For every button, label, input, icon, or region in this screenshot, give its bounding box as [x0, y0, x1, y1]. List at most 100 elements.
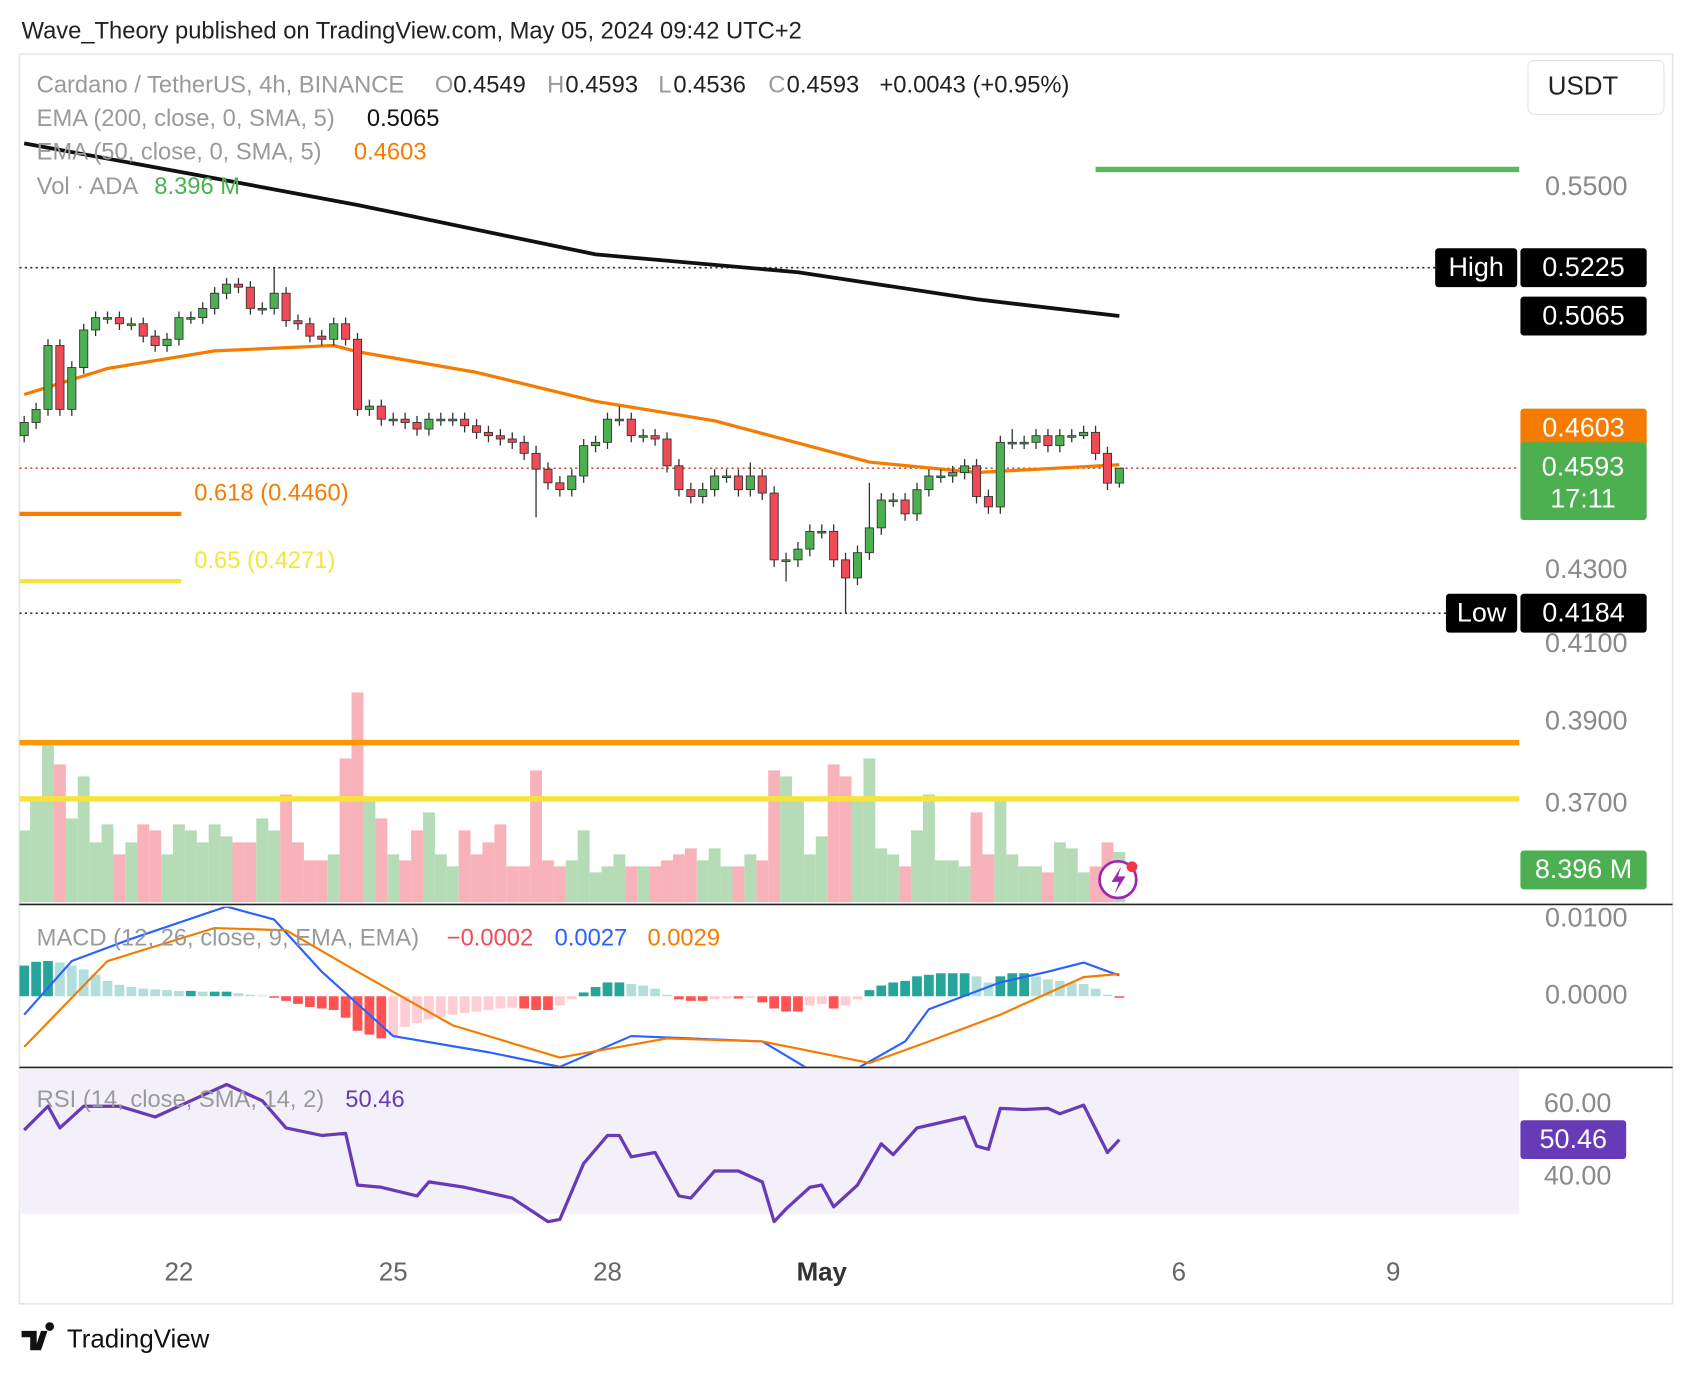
macd-histogram-bar [602, 982, 613, 997]
currency-label[interactable]: USDT [1548, 72, 1619, 100]
volume-bar [1053, 842, 1066, 903]
y-tick-label: 0.3700 [1545, 787, 1627, 817]
candle-body [91, 317, 101, 331]
close-price-box [1520, 442, 1647, 520]
macd-histogram-bar [935, 973, 946, 997]
volume-bar [732, 866, 745, 903]
macd-histogram-bar [400, 996, 410, 1027]
rsi-value-box [1520, 1120, 1627, 1160]
x-tick-label: 9 [1386, 1258, 1400, 1286]
volume-bar [613, 854, 626, 903]
volume-bar [696, 860, 709, 903]
volume-bar [101, 824, 114, 903]
candle-body [507, 438, 517, 443]
volume-bar [565, 860, 578, 903]
ema200-price-text: 0.5065 [1542, 300, 1624, 330]
candle-body [638, 435, 648, 438]
macd-histogram-bar [852, 996, 863, 1000]
volume-bar [1018, 866, 1031, 903]
volume-bar [792, 800, 804, 903]
candle-body [31, 408, 41, 423]
candle-body [352, 338, 363, 410]
ema-line [23, 141, 1120, 318]
macd-histogram-bar [828, 996, 839, 1009]
macd-histogram-bar [816, 996, 827, 1004]
y-tick-label: 0.0100 [1545, 903, 1627, 933]
candle-body [329, 323, 339, 340]
candle-body [841, 559, 851, 579]
volume-price-text: 8.396 M [1535, 854, 1632, 884]
macd-histogram-bar [1102, 994, 1113, 997]
macd-histogram-bar [43, 960, 53, 997]
candle-body [745, 475, 755, 491]
candle-body [1031, 435, 1041, 443]
macd-histogram-bar [138, 988, 149, 997]
ohlc-value: 0.4549 [453, 73, 526, 99]
candle-body [472, 425, 482, 433]
candle-body [1114, 467, 1124, 484]
candle-body [460, 418, 470, 427]
candle-body [174, 317, 184, 340]
candle-body [233, 283, 243, 288]
y-tick-label: 0.4100 [1545, 628, 1627, 658]
volume-bar [899, 866, 912, 903]
volume-bar [1041, 872, 1054, 903]
ema200-price-box [1520, 296, 1647, 336]
candle-body [102, 317, 113, 320]
candle-body [650, 435, 660, 440]
ema-line [23, 343, 1120, 475]
ema50-value: 0.4603 [354, 140, 427, 166]
macd-histogram-bar [971, 976, 982, 997]
macd-histogram-bar [269, 996, 280, 998]
x-tick-label: 6 [1172, 1258, 1186, 1286]
volume-bar [363, 800, 376, 903]
candle-body [781, 559, 791, 562]
volume-bar [542, 860, 554, 903]
candle-body [210, 292, 220, 309]
candle-body [769, 492, 779, 561]
candle-body [948, 472, 958, 477]
volume-bar [446, 866, 459, 903]
volume-bar [1077, 872, 1090, 903]
volume-bar [53, 764, 66, 903]
candle-body [971, 465, 982, 497]
macd-histogram-bar [388, 996, 399, 1037]
volume-bar [494, 824, 507, 903]
candle-body [162, 338, 172, 346]
volume-bar [827, 764, 840, 903]
ohlc-value: 0.4593 [787, 73, 860, 99]
volume-value: 8.396 M [154, 174, 240, 200]
macd-histogram-bar [745, 996, 756, 998]
macd-histogram-bar [590, 987, 601, 997]
candle-body [721, 475, 732, 479]
candle-body [400, 418, 410, 423]
x-tick-label: May [797, 1258, 848, 1286]
macd-histogram-bar [221, 991, 232, 997]
volume-bar [172, 824, 185, 903]
candle-body [852, 552, 863, 579]
candle-body [733, 475, 743, 491]
candle-body [79, 329, 89, 368]
volume-bar [232, 842, 245, 903]
fib-label: 0.618 (0.4460) [194, 481, 348, 507]
volume-bar [280, 794, 293, 903]
change: +0.0043 (+0.95%) [879, 73, 1069, 99]
candle-body [448, 418, 458, 422]
candle-body [114, 317, 124, 325]
volume-price-box [1520, 850, 1647, 890]
volume-bar [970, 812, 983, 903]
volume-bar [399, 860, 412, 903]
currency-button[interactable] [1527, 59, 1665, 115]
rsi-title: RSI (14, close, SMA, 14, 2) [37, 1087, 325, 1113]
rsi-pane [23, 1082, 1121, 1224]
volume-bar [339, 758, 352, 903]
candle-body [293, 320, 303, 325]
y-tick-label: 0.3900 [1545, 706, 1627, 736]
candle-body [55, 345, 65, 410]
logo-mark [21, 1322, 55, 1351]
candle-body [519, 441, 529, 454]
volume-bar [815, 836, 828, 903]
volume-bar [1089, 866, 1102, 903]
x-tick-label: 22 [165, 1258, 194, 1286]
